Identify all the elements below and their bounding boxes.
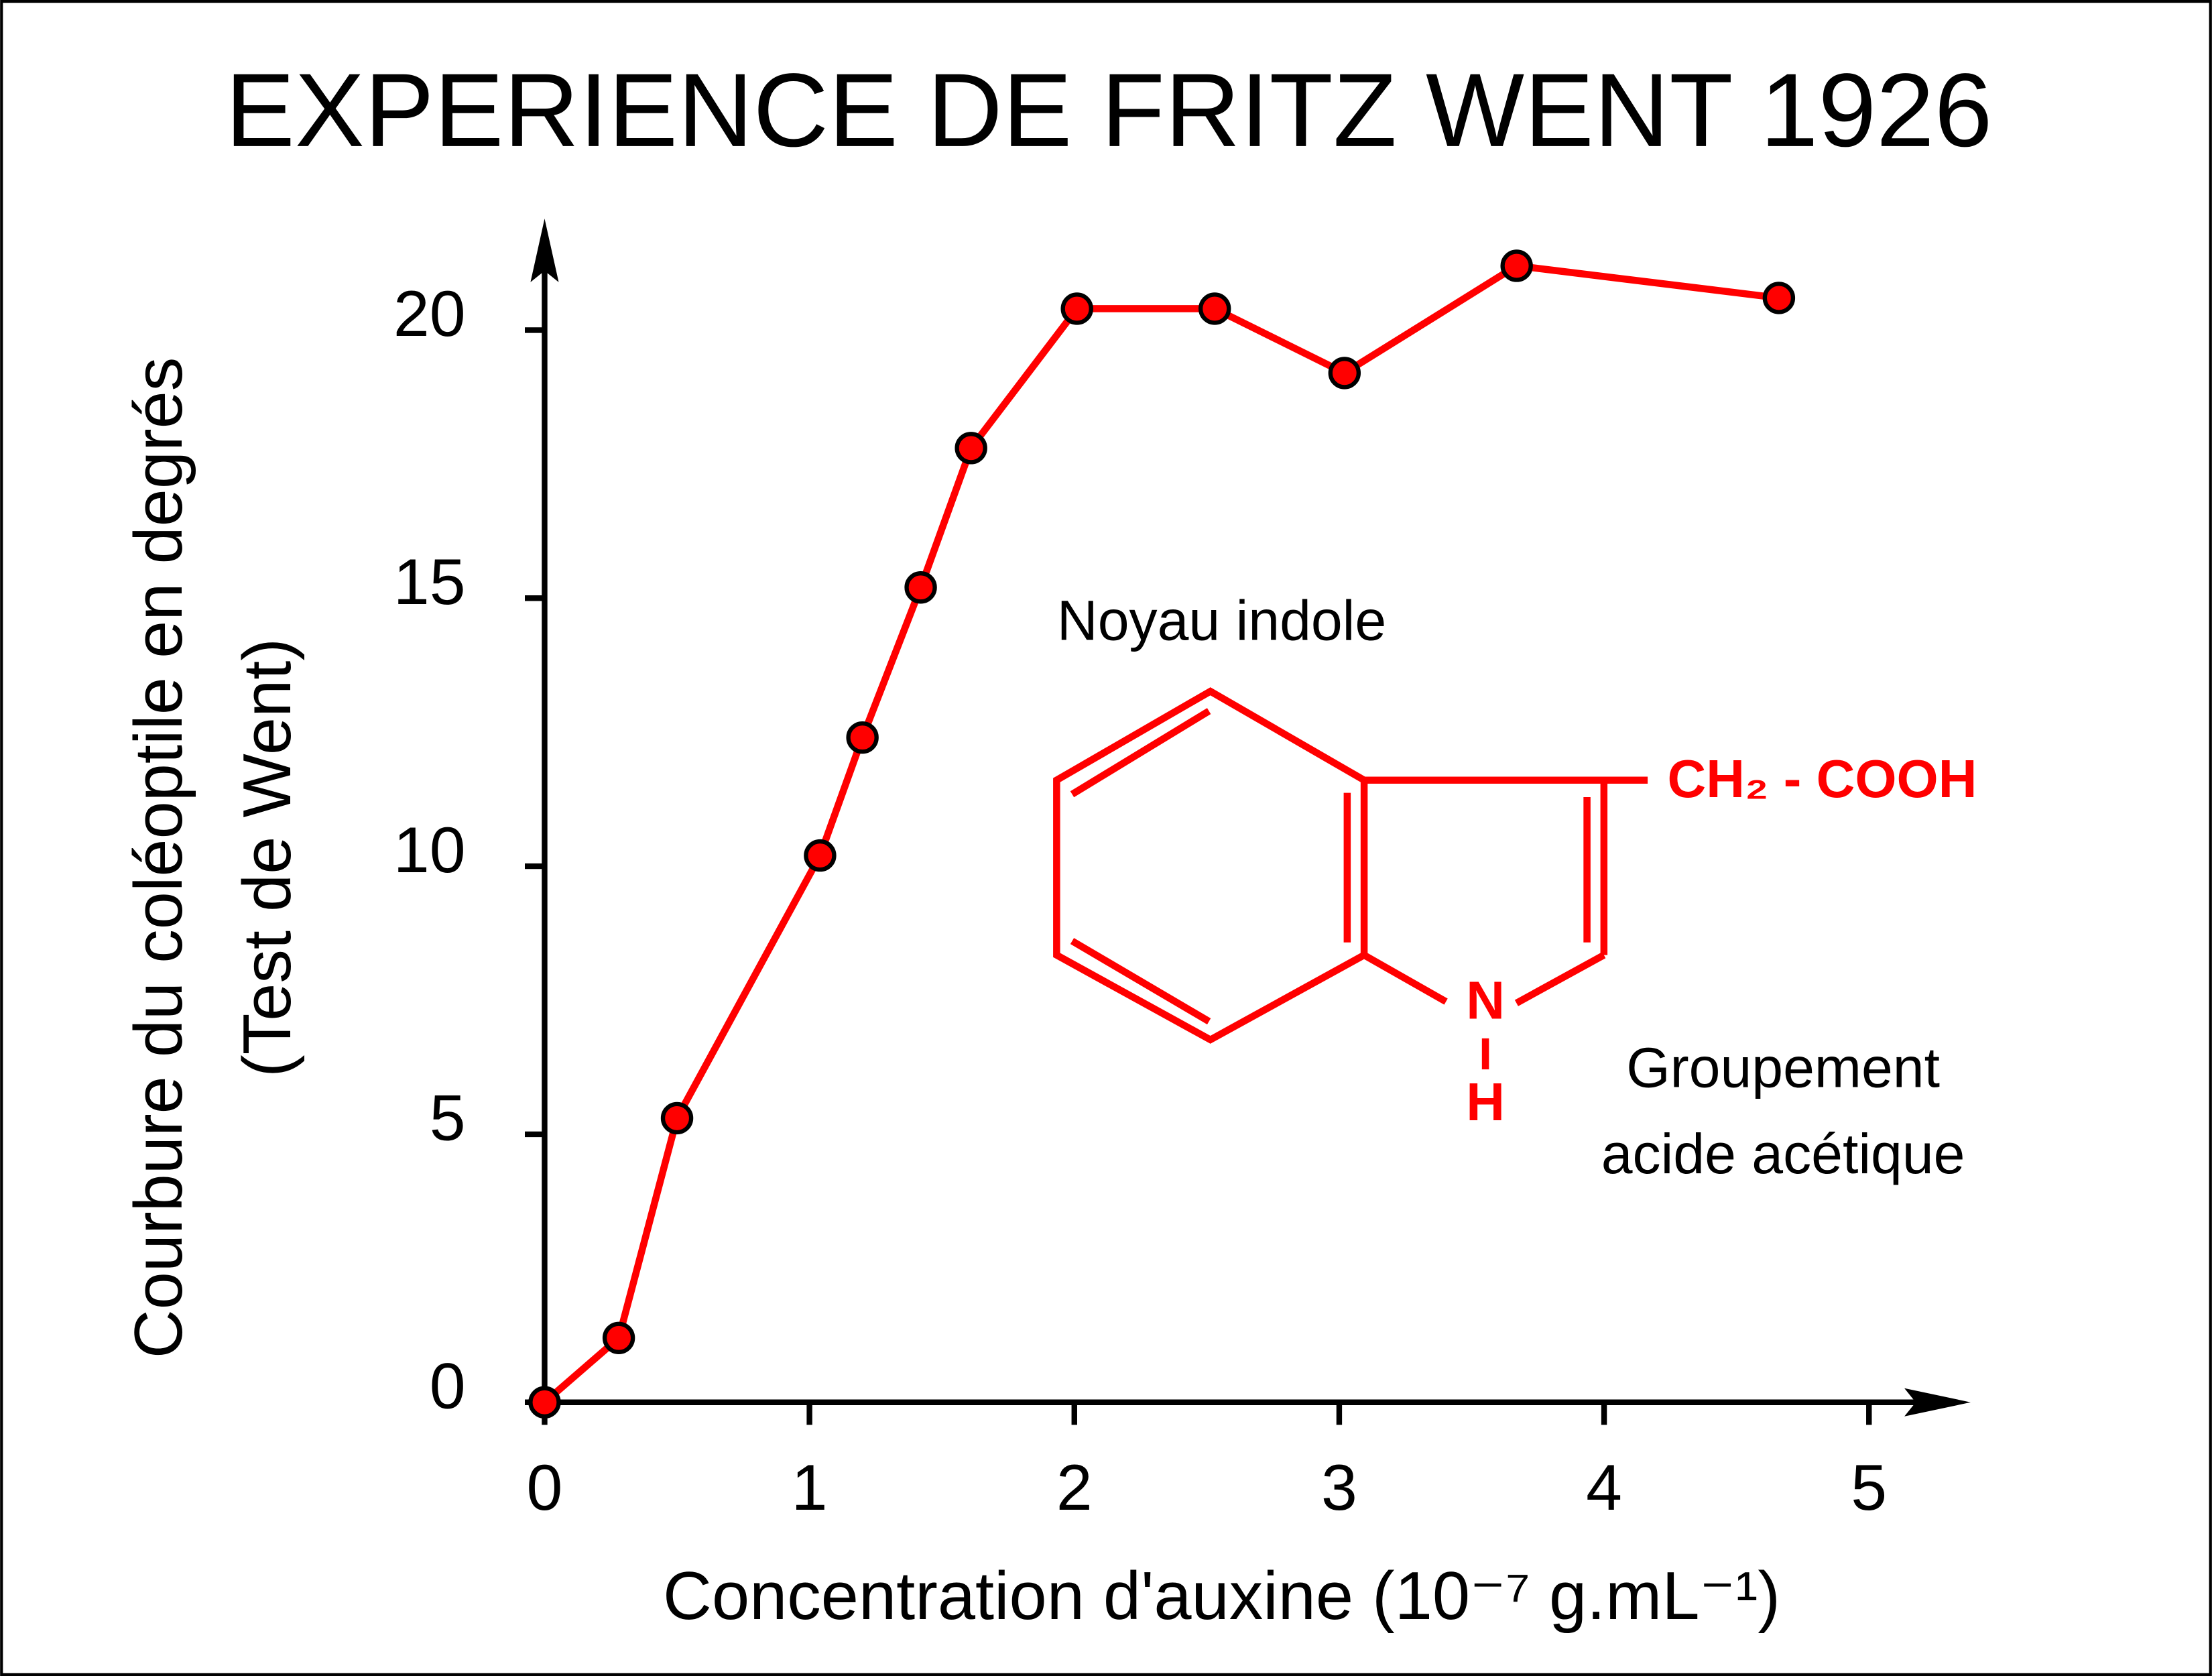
y-arrow xyxy=(530,219,559,282)
y-axis-label: Courbure du coléoptile en degrés xyxy=(121,357,196,1359)
annotation: Groupement xyxy=(1626,1036,1940,1099)
annotation: H xyxy=(1466,1072,1505,1132)
marker xyxy=(1060,292,1093,325)
y-tick-label: 15 xyxy=(393,545,466,618)
annotation: CH₂ - COOH xyxy=(1668,749,1977,809)
x-tick-label: 1 xyxy=(792,1451,828,1524)
x-axis-label: Concentration d'auxine (10⁻⁷ g.mL⁻¹) xyxy=(663,1559,1780,1634)
marker xyxy=(1199,292,1231,325)
y-axis-label: (Test de Went) xyxy=(230,638,305,1077)
x-arrow xyxy=(1904,1388,1971,1417)
marker xyxy=(528,1386,561,1419)
annotation: N xyxy=(1466,970,1505,1030)
x-tick-label: 3 xyxy=(1321,1451,1357,1524)
y-tick-label: 10 xyxy=(393,813,466,886)
marker xyxy=(1328,357,1361,390)
annotation: Noyau indole xyxy=(1057,589,1386,652)
marker xyxy=(955,432,987,465)
marker xyxy=(1500,249,1533,282)
y-tick-label: 20 xyxy=(393,277,466,350)
marker xyxy=(804,839,837,872)
indole-structure xyxy=(1053,687,1648,1070)
marker xyxy=(602,1321,635,1354)
x-tick-label: 4 xyxy=(1586,1451,1622,1524)
y-tick-label: 5 xyxy=(430,1081,466,1154)
x-tick-label: 5 xyxy=(1851,1451,1887,1524)
annotation: acide acétique xyxy=(1601,1122,1965,1185)
axes xyxy=(524,239,1933,1411)
marker xyxy=(660,1101,694,1135)
x-tick-label: 2 xyxy=(1056,1451,1093,1524)
x-tick-label: 0 xyxy=(527,1451,563,1524)
line xyxy=(542,262,1780,1405)
marker xyxy=(904,571,937,604)
y-tick-label: 0 xyxy=(430,1349,466,1422)
marker xyxy=(846,721,879,754)
marker xyxy=(1762,282,1796,314)
chart-title: EXPERIENCE DE FRITZ WENT 1926 xyxy=(225,52,1992,168)
